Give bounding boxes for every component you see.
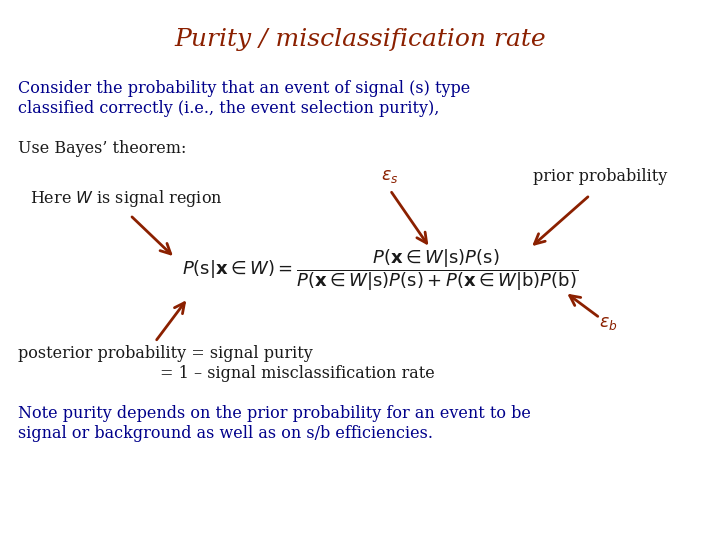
Text: Consider the probability that an event of signal (s) type: Consider the probability that an event o… [18,80,470,97]
Text: $\varepsilon_b$: $\varepsilon_b$ [599,315,617,332]
Text: $P(\mathrm{s}|\mathbf{x} \in W) = \dfrac{P(\mathbf{x} \in W|\mathrm{s})P(\mathrm: $P(\mathrm{s}|\mathbf{x} \in W) = \dfrac… [182,247,578,293]
Text: posterior probability = signal purity: posterior probability = signal purity [18,345,312,362]
Text: prior probability: prior probability [533,168,667,185]
Text: = 1 – signal misclassification rate: = 1 – signal misclassification rate [160,365,435,382]
Text: Here $\mathit{W}$ is signal region: Here $\mathit{W}$ is signal region [30,188,222,209]
Text: Use Bayes’ theorem:: Use Bayes’ theorem: [18,140,186,157]
Text: signal or background as well as on s/b efficiencies.: signal or background as well as on s/b e… [18,425,433,442]
Text: Purity / misclassification rate: Purity / misclassification rate [174,28,546,51]
Text: $\varepsilon_s$: $\varepsilon_s$ [382,168,399,185]
Text: Note purity depends on the prior probability for an event to be: Note purity depends on the prior probabi… [18,405,531,422]
Text: classified correctly (i.e., the event selection purity),: classified correctly (i.e., the event se… [18,100,439,117]
